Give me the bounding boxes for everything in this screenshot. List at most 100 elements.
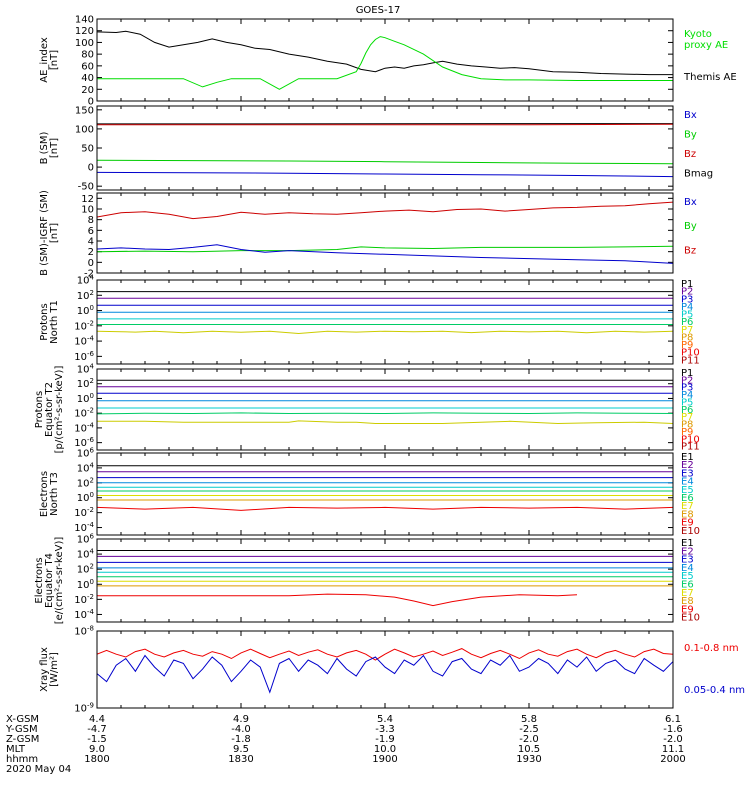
- legend-label: P2: [681, 287, 693, 298]
- series-line-e9: [97, 593, 578, 607]
- panel-frame: [96, 18, 674, 102]
- y-tick-label: -50: [78, 182, 94, 193]
- legend-label: E4: [681, 563, 694, 574]
- legend-label: P5: [681, 310, 693, 321]
- y-tick-label: 10-2: [74, 319, 94, 332]
- y-tick-label: 10-2: [74, 407, 94, 420]
- y-tick-label: 100: [77, 392, 94, 405]
- series-line-bx: [97, 171, 673, 178]
- panel-2: -50 0 50 100 150 B (SM) [nT] Bx By Bz Bmag: [39, 105, 713, 192]
- footer-value: -1.9: [375, 734, 395, 745]
- footer-value: 1900: [372, 754, 397, 765]
- series-line-0-1-0-8-nm: [97, 648, 673, 661]
- y-tick-label: 10: [81, 205, 94, 216]
- legend-label: E4: [681, 477, 694, 488]
- footer-value: 1930: [516, 754, 541, 765]
- y-axis-label: Equator T2: [44, 382, 55, 437]
- y-tick-label: 120: [75, 26, 94, 37]
- y-tick-label: 10-6: [74, 350, 94, 363]
- footer-value: 9.5: [233, 744, 249, 755]
- y-axis-label: North T1: [49, 300, 60, 344]
- footer-value: -2.5: [519, 724, 539, 735]
- legend-label: P9: [681, 427, 693, 438]
- y-tick-label: 10-4: [74, 335, 94, 348]
- legend-label: P4: [681, 390, 693, 401]
- legend-label: P9: [681, 340, 693, 351]
- y-tick-label: 10-9: [74, 702, 94, 715]
- legend-label: E6: [681, 580, 694, 591]
- y-tick-label: 80: [81, 50, 94, 61]
- y-tick-label: 100: [77, 578, 94, 591]
- legend-label: By: [684, 130, 697, 141]
- panel-frame: [96, 192, 674, 274]
- legend-label: E2: [681, 460, 694, 471]
- legend-label: Kyoto: [684, 29, 712, 40]
- y-tick-label: 60: [81, 61, 94, 72]
- legend-label: P2: [681, 375, 693, 386]
- legend-label: E1: [681, 452, 694, 463]
- y-axis-label: [W/m²]: [49, 652, 60, 687]
- y-tick-label: 50: [81, 144, 94, 155]
- y-tick-label: 100: [77, 491, 94, 504]
- y-tick-label: 100: [77, 304, 94, 317]
- legend-label: E7: [681, 588, 694, 599]
- footer-value: -2.0: [519, 734, 539, 745]
- legend-label: E10: [681, 613, 700, 624]
- y-tick-label: 12: [81, 194, 94, 205]
- legend-label: P6: [681, 317, 693, 328]
- y-axis-label: [p/(cm²-s-sr-keV)]: [54, 366, 65, 454]
- legend-label: E3: [681, 468, 694, 479]
- legend-label: E3: [681, 555, 694, 566]
- y-axis-label: Equator T4: [44, 553, 55, 608]
- footer-value: 5.8: [521, 714, 537, 725]
- legend-label: P8: [681, 420, 693, 431]
- y-tick-label: 102: [77, 377, 94, 390]
- legend-label: P6: [681, 405, 693, 416]
- legend-label: E9: [681, 518, 694, 529]
- legend-label: P11: [681, 355, 700, 366]
- footer-value: 10.0: [374, 744, 396, 755]
- footer-value: -1.8: [231, 734, 251, 745]
- series-line-bz: [97, 201, 673, 220]
- legend-label: E10: [681, 526, 700, 537]
- y-tick-label: 0: [88, 163, 94, 174]
- y-axis-label: Xray flux: [39, 647, 50, 692]
- legend-label: P3: [681, 294, 693, 305]
- y-tick-label: 104: [77, 548, 95, 561]
- legend-label: P3: [681, 383, 693, 394]
- legend-label: E9: [681, 604, 694, 615]
- footer-value: 1830: [228, 754, 253, 765]
- series-line-bx: [97, 244, 673, 264]
- footer-value: 2000: [660, 754, 685, 765]
- y-tick-label: 10-2: [74, 593, 94, 606]
- legend-label: E5: [681, 571, 694, 582]
- legend-label: E5: [681, 485, 694, 496]
- legend-label: P7: [681, 325, 693, 336]
- panel-frame: [96, 368, 674, 451]
- footer-value: 6.1: [665, 714, 681, 725]
- legend-label: E6: [681, 493, 694, 504]
- series-line-p7: [97, 420, 673, 425]
- y-axis-label: B (SM): [39, 131, 50, 164]
- panel-frame: [96, 105, 674, 191]
- legend-label: P1: [681, 279, 693, 290]
- y-tick-label: 10-4: [74, 421, 94, 434]
- y-tick-label: -2: [84, 269, 94, 280]
- legend-label: Bz: [684, 149, 696, 160]
- footer-value: -1.5: [87, 734, 107, 745]
- y-axis-label: [nT]: [49, 138, 60, 158]
- footer-value: -1.6: [663, 724, 683, 735]
- y-axis-label: [e/(cm²-s-sr-keV)]: [54, 537, 65, 625]
- legend-label: E1: [681, 538, 694, 549]
- y-tick-label: 10-2: [74, 506, 94, 519]
- panel-frame: [96, 279, 674, 365]
- footer-row-label: Z-GSM: [6, 734, 39, 745]
- footer-value: -4.7: [87, 724, 107, 735]
- legend-label: P10: [681, 348, 700, 359]
